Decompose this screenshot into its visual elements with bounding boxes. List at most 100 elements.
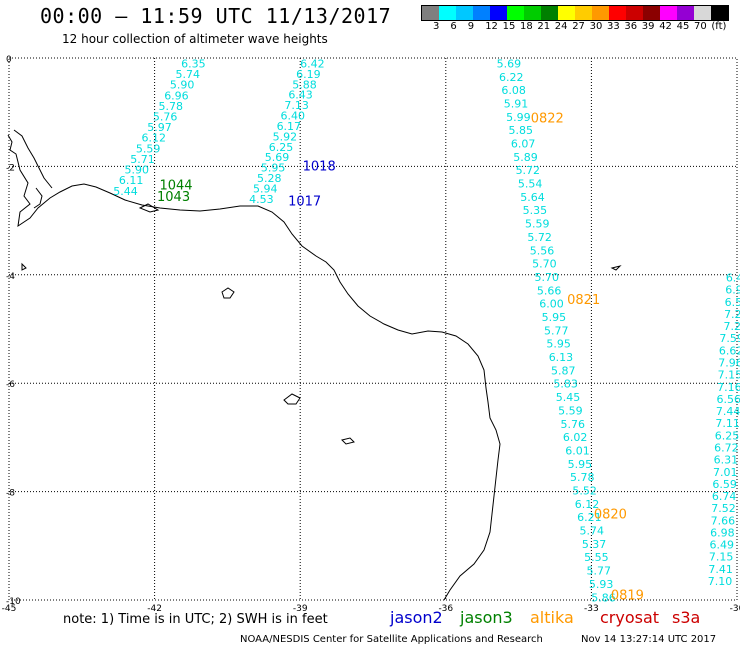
swh-value-label: 6.5 [725,296,740,309]
swh-value-label: 5.55 [584,551,609,564]
colorbar-swatch [592,6,609,20]
swh-value-label: 4.53 [249,193,274,206]
swh-value-label: 7.11 [715,417,740,430]
colorbar-labels: 3 6 9 12 15 18 21 24 27 30 33 36 39 42 45 70 (ft) [425,21,740,33]
colorbar-swatch [626,6,643,20]
swh-value-label: 7.52 [711,502,736,515]
colorbar-label: 70 [694,21,707,32]
colorbar-label: 21 [537,21,551,32]
credit-line: NOAA/NESDIS Center for Satellite Applica… [240,634,543,645]
swh-value-label: 5.59 [525,218,550,231]
swh-value-label: 5.59 [136,142,161,155]
island-1 [221,287,235,299]
island-3 [341,437,355,445]
colorbar-label: 39 [641,21,655,32]
swh-value-label: 5.93 [589,578,614,591]
pass-number-label: 0820 [594,507,627,522]
colorbar-label: 33 [607,21,620,32]
colorbar-label: 30 [589,21,603,32]
swh-value-label: 6.07 [511,138,536,151]
swh-value-label: 5.95 [542,311,567,324]
colorbar-label: 36 [624,21,638,32]
colorbar-label: 27 [572,21,585,32]
swh-value-label: 5.77 [587,565,612,578]
satellite-legend-jason3: jason3 [460,608,513,627]
swh-colorbar [421,5,729,21]
colorbar-swatch [456,6,473,20]
colorbar-swatch [524,6,541,20]
footer-note: note: 1) Time is in UTC; 2) SWH is in fe… [63,612,328,627]
pass-number-label: 0821 [567,293,600,308]
swh-value-label: 5.95 [546,338,571,351]
swh-value-label: 5.72 [516,164,541,177]
swh-value-label: 5.74 [579,525,604,538]
colorbar-swatch [473,6,490,20]
swh-value-label: 6.12 [142,132,167,145]
swh-value-label: 5.70 [534,271,559,284]
swh-value-label: 6.12 [575,498,600,511]
track-values: 6.355.745.906.965.785.765.976.125.595.71… [113,57,740,604]
swh-value-label: 5.78 [159,100,184,113]
coastline [7,129,622,601]
grid-lines [8,57,738,601]
swh-value-label: 6.4 [726,272,740,285]
colorbar-label: 42 [659,21,672,32]
pass-number-label: 1017 [288,195,321,210]
x-tick-label: -39 [293,604,308,614]
swh-value-label: 5.97 [147,121,172,134]
swh-value-label: 6.49 [710,539,735,552]
colorbar-swatch [711,6,728,20]
pass-number-label: 1044 [159,178,192,193]
y-tick-label: -8 [6,489,15,499]
island-5 [21,262,27,271]
swh-value-label: 7.01 [713,466,738,479]
swh-value-label: 7.15 [709,551,734,564]
swh-value-label: 5.69 [265,151,290,164]
swh-value-label: 6.02 [563,431,588,444]
swh-value-label: 6.43 [288,89,313,102]
swh-value-label: 6.98 [710,526,735,539]
colorbar-label: 3 [433,21,440,32]
colorbar-label: (ft) [711,21,727,32]
swh-value-label: 7.16 [717,381,740,394]
swh-value-label: 5.89 [513,151,538,164]
swh-value-label: 5.78 [570,471,595,484]
pass-number-label: 0819 [611,589,644,604]
swh-value-label: 5.70 [532,258,557,271]
swh-value-label: 7.2 [723,320,740,333]
page-title: 00:00 – 11:59 UTC 11/13/2017 [40,4,392,28]
swh-value-label: 5.69 [497,57,522,70]
pass-number-label: 0822 [531,112,564,127]
swh-value-label: 6.17 [277,120,302,133]
colorbar-label: 6 [450,21,457,32]
satellite-legend-altika: altika [530,608,574,627]
colorbar-swatch [694,6,711,20]
y-tick-label: -6 [6,380,15,390]
swh-value-label: 6.22 [499,71,524,84]
swh-value-label: 6.25 [269,141,294,154]
island-2 [283,393,301,405]
swh-value-label: 7.41 [708,563,733,576]
colorbar-swatch [558,6,575,20]
swh-value-label: 7.44 [716,405,740,418]
swh-value-label: 5.77 [544,324,569,337]
swh-value-label: 6.9 [725,284,740,297]
swh-value-label: 6.08 [501,84,526,97]
swh-value-label: 5.52 [572,485,597,498]
swh-value-label: 6.01 [565,444,590,457]
map-frame [8,57,738,601]
colorbar-label: 45 [676,21,690,32]
swh-value-label: 6.40 [280,110,305,123]
y-tick-label: -2 [6,163,15,173]
x-tick-label: -42 [147,604,162,614]
swh-value-label: 6.25 [715,429,740,442]
y-tick-label: -4 [6,272,15,282]
swh-value-label: 5.28 [257,172,282,185]
y-tick-label: 0 [6,55,12,65]
axis-tick-labels: -45 -42 -39 -36 -33 -30 0 -2 -4 -6 -8 -10 [2,55,740,614]
swh-value-label: 5.88 [292,78,317,91]
swh-value-label: 7.15 [718,369,740,382]
swh-value-label: 5.45 [556,391,581,404]
